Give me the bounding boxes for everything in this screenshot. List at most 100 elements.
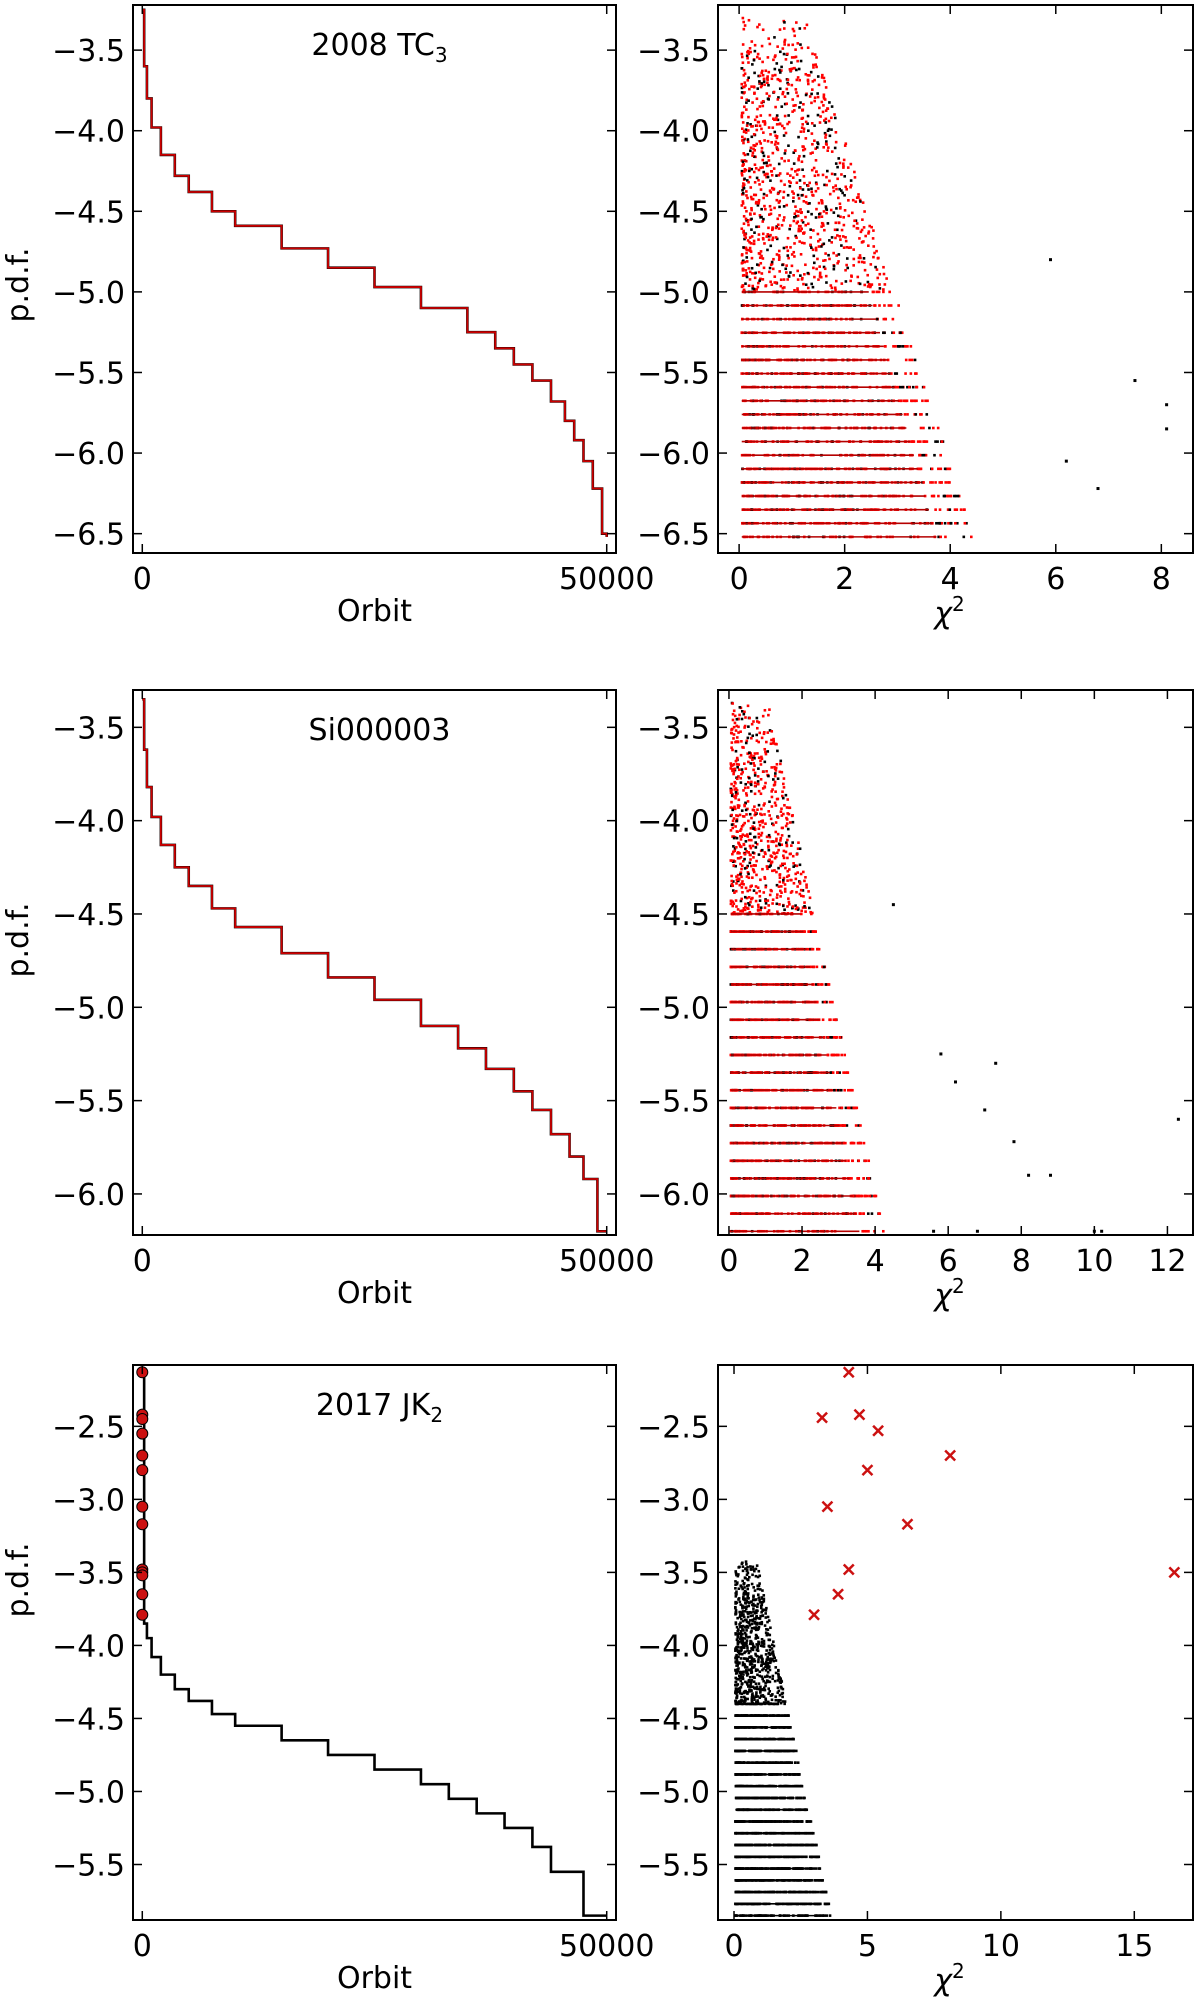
tc3-scatter-point — [945, 467, 949, 471]
tc3-scatter-point — [804, 195, 808, 198]
tc3-scatter-point — [758, 57, 761, 60]
tc3-scatter-point — [751, 63, 754, 66]
si-scatter-point — [767, 810, 771, 813]
si-scatter-point — [782, 786, 786, 789]
tc3-scatter-point — [742, 20, 745, 24]
tc3-scatter-xtick-label: 6 — [1046, 562, 1065, 597]
tc3-scatter-point — [852, 257, 856, 261]
si-scatter-point — [788, 868, 791, 871]
si-scatter-point — [764, 902, 768, 905]
tc3-scatter-point — [760, 272, 764, 275]
tc3-scatter-point — [750, 256, 754, 260]
si-scatter-point — [767, 848, 771, 852]
tc3-scatter-point — [786, 249, 790, 253]
tc3-scatter-point — [872, 255, 875, 259]
tc3-scatter-point — [783, 102, 787, 106]
tc3-scatter-point — [742, 162, 745, 166]
si-scatter-point — [831, 1000, 834, 1004]
si-cdf-series-line — [142, 698, 607, 1233]
tc3-scatter-point — [900, 331, 904, 335]
tc3-scatter-point — [761, 120, 765, 123]
tc3-scatter-point — [833, 228, 837, 232]
tc3-scatter-point — [751, 284, 755, 288]
si-scatter-point — [783, 890, 787, 893]
tc3-scatter-point — [915, 399, 918, 403]
tc3-scatter-point — [779, 278, 783, 282]
si-scatter-point — [802, 895, 805, 898]
tc3-scatter-point — [768, 42, 772, 46]
tc3-scatter-point — [794, 55, 798, 59]
tc3-cdf-series-line — [142, 8, 608, 537]
si-scatter-point — [743, 710, 746, 714]
tc3-scatter-point — [913, 399, 916, 403]
si-scatter-point — [751, 851, 755, 854]
si-scatter-point — [843, 1053, 847, 1057]
tc3-scatter-point — [944, 535, 947, 539]
tc3-scatter-point — [741, 202, 745, 205]
tc3-scatter-point — [758, 183, 761, 186]
si-scatter-point — [733, 788, 737, 791]
si-scatter-point — [748, 861, 752, 865]
si-scatter-point — [733, 911, 736, 914]
si-scatter-point — [736, 814, 740, 818]
tc3-scatter-point — [790, 264, 794, 268]
si-scatter-point — [731, 712, 735, 716]
tc3-scatter-point — [794, 149, 797, 153]
tc3-scatter-point — [812, 66, 815, 69]
tc3-scatter-point — [897, 345, 901, 348]
tc3-scatter-point — [744, 233, 747, 236]
tc3-scatter-point — [769, 190, 773, 194]
si-scatter-point — [821, 1000, 825, 1004]
si-scatter-point — [791, 814, 794, 817]
tc3-scatter-point — [740, 86, 744, 90]
tc3-scatter-point — [762, 217, 765, 221]
si-scatter-point — [730, 884, 733, 888]
tc3-scatter-point — [930, 467, 934, 471]
si-scatter-point — [779, 889, 782, 893]
tc3-scatter-point — [815, 170, 818, 174]
tc3-scatter-point — [757, 238, 760, 241]
tc3-scatter-point — [797, 67, 801, 71]
tc3-scatter-point — [745, 275, 749, 279]
si-scatter-point — [780, 834, 784, 837]
si-scatter-point — [754, 885, 758, 888]
tc3-scatter-point — [785, 245, 788, 249]
si-scatter-point — [772, 740, 776, 743]
tc3-scatter-point — [748, 236, 752, 239]
tc3-scatter-point — [770, 173, 774, 177]
si-scatter-point — [775, 883, 779, 887]
si-scatter-point — [740, 882, 743, 886]
si-scatter-point — [756, 775, 760, 778]
si-scatter-point — [877, 1212, 881, 1215]
si-scatter-point — [768, 835, 772, 839]
tc3-scatter-point — [795, 236, 798, 240]
si-scatter-point — [817, 947, 821, 951]
tc3-scatter-point — [915, 372, 918, 375]
si-scatter-point — [734, 729, 738, 732]
si-scatter-point — [783, 803, 786, 807]
tc3-scatter-point — [796, 59, 799, 63]
tc3-scatter-point — [920, 413, 923, 416]
tc3-scatter-point — [781, 286, 785, 290]
si-scatter-point — [749, 754, 753, 757]
tc3-scatter-point — [778, 190, 782, 193]
si-scatter-point — [753, 784, 757, 788]
tc3-scatter-point — [768, 189, 772, 193]
tc3-scatter-point — [772, 167, 776, 170]
tc3-scatter-point — [792, 196, 795, 200]
tc3-scatter-point — [830, 150, 834, 153]
tc3-scatter-point — [943, 494, 947, 498]
tc3-scatter-point — [778, 205, 781, 209]
tc3-scatter-point — [837, 260, 840, 263]
si-scatter-point — [810, 947, 814, 951]
tc3-scatter-point — [801, 168, 804, 172]
tc3-scatter-point — [759, 114, 763, 117]
tc3-scatter-point — [780, 157, 784, 160]
si-scatter-point — [739, 834, 742, 838]
si-scatter-point — [814, 983, 818, 986]
si-scatter-point — [732, 864, 736, 867]
tc3-scatter-point — [894, 345, 897, 348]
si-scatter-point — [739, 838, 743, 841]
tc3-scatter-point — [772, 58, 775, 62]
tc3-scatter-point — [806, 271, 810, 275]
